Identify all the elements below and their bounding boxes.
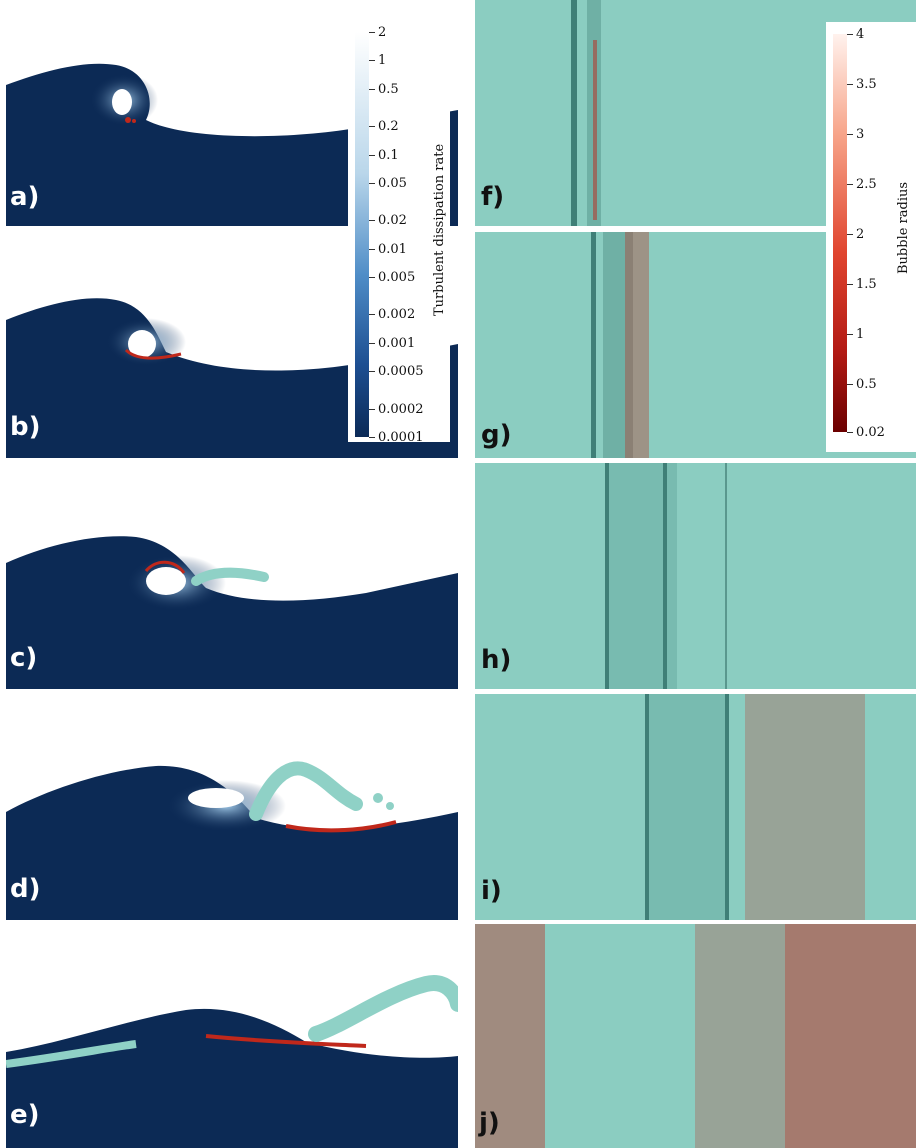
tick-label: 3 [856,127,865,142]
surface-image-f [571,0,601,226]
colorbar-bubble-title: Bubble radius [896,181,911,274]
panel-label: j) [479,1108,500,1138]
panel-label: e) [10,1100,40,1130]
tick-label: 1.5 [856,277,877,292]
tick-label: 1 [856,327,865,342]
tick-mark [847,184,853,185]
tick-mark [369,154,375,156]
panel-b: b) [6,232,458,458]
tick-mark [847,384,853,385]
tick-mark [847,334,853,335]
tick-label: 4 [856,27,865,42]
tick-label: 0.0002 [378,401,424,417]
panel-label: i) [481,876,502,906]
tick-mark [369,408,375,410]
tick-label: 0.001 [378,335,416,351]
surface-image-h [605,463,727,689]
colorbar-dissipation: 2 1 0.5 0.2 0.1 0.05 0.02 0.01 0.005 0.002 0.001 0.… [348,24,450,445]
tick-label: 0.002 [378,307,416,323]
tick-label: 0.02 [378,213,407,229]
tick-mark [847,134,853,135]
colorbar-dissipation-title: Turbulent dissipation rate [432,143,447,316]
tick-mark [369,182,375,184]
wave-image-b [6,298,458,458]
panel-label: g) [481,420,512,450]
tick-label: 1 [378,53,387,69]
panel-label: c) [10,643,38,673]
panel-label: b) [10,412,41,442]
tick-label: 2.5 [856,177,877,192]
surface-image-g [591,232,649,458]
panel-label: a) [10,182,40,212]
panel-label: d) [10,874,41,904]
tick-mark [369,32,375,33]
tick-label: 0.5 [856,377,877,392]
tick-mark [847,34,853,35]
wave-image-d [6,761,458,920]
tick-mark [369,277,375,279]
tick-mark [369,60,375,62]
panel-e: e) [6,924,458,1148]
surface-image-i [645,694,865,920]
tick-label: 0.1 [378,147,399,163]
tick-mark [369,220,375,222]
tick-mark [369,126,375,128]
tick-label: 0.05 [378,175,407,191]
colorbar-bubble-gradient [833,34,847,432]
tick-mark [369,342,375,344]
tick-mark [369,371,375,373]
tick-label: 0.02 [856,425,885,440]
surface-image-j [475,924,916,1148]
panel-c: c) [6,463,458,689]
panel-label: h) [481,645,512,675]
tick-mark [369,88,375,90]
tick-mark [847,84,853,85]
tick-label: 0.005 [378,270,416,286]
tick-label: 3.5 [856,77,877,92]
panel-j: j) [475,924,916,1148]
tick-label: 0.5 [378,81,399,97]
panel-a: a) [6,0,458,226]
tick-label: 0.0005 [378,364,424,380]
panel-i: i) [475,694,916,920]
tick-mark [369,314,375,316]
panel-h: h) [475,463,916,689]
tick-label: 2 [378,25,387,40]
panel-d: d) [6,694,458,920]
wave-image-e [6,975,458,1148]
tick-label: 0.0001 [378,430,424,445]
colorbar-dissipation-gradient [355,32,369,437]
tick-mark [847,432,853,433]
tick-mark [847,284,853,285]
tick-label: 0.01 [378,241,407,257]
panel-label: f) [481,182,505,212]
tick-label: 0.2 [378,119,399,135]
wave-image-c [6,536,458,689]
tick-mark [369,437,375,438]
tick-label: 2 [856,227,865,242]
wave-image-a [6,63,458,226]
colorbar-bubble: 4 3.5 3 2.5 2 1.5 1 0.5 0.02 Bubble radius [826,22,916,452]
tick-mark [369,248,375,250]
tick-mark [847,234,853,235]
